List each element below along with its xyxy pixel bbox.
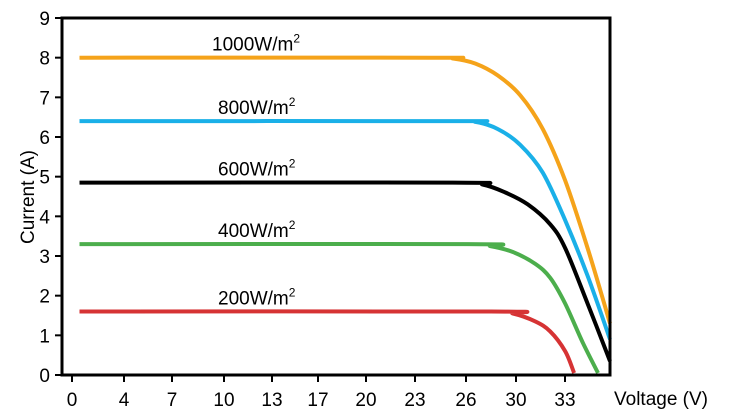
y-tick-label: 9 (39, 9, 50, 30)
y-tick-label: 1 (39, 326, 50, 347)
x-tick-label: 17 (307, 390, 328, 411)
series-label-3: 400W/m2 (218, 218, 296, 242)
x-tick-label: 4 (119, 390, 130, 411)
series-label-2: 600W/m2 (218, 157, 296, 181)
y-tick-label: 6 (39, 128, 50, 149)
x-tick-label: 20 (355, 390, 376, 411)
y-tick-label: 8 (39, 49, 50, 70)
series-label-1: 800W/m2 (218, 95, 296, 119)
plot-frame (60, 16, 612, 377)
series-line-3 (79, 241, 600, 374)
series-label-0: 1000W/m2 (212, 32, 300, 56)
x-tick-label: 10 (213, 390, 234, 411)
x-tick-label: 13 (261, 390, 282, 411)
x-tick-label: 7 (167, 390, 178, 411)
x-tick-label: 30 (505, 390, 526, 411)
y-tick-label: 2 (39, 287, 50, 308)
y-tick-label: 4 (39, 207, 50, 228)
series-layer (79, 55, 612, 374)
y-tick-label: 5 (39, 168, 50, 189)
x-tick-label: 0 (67, 390, 78, 411)
y-tick-label: 3 (39, 247, 50, 268)
x-tick-label: 26 (455, 390, 476, 411)
y-tick-label: 7 (39, 88, 50, 109)
series-line-4 (79, 309, 576, 374)
x-tick-label: 23 (404, 390, 425, 411)
y-axis-label: Current (A) (18, 150, 39, 244)
x-tick-label: 33 (554, 390, 575, 411)
series-line-1 (79, 119, 612, 340)
series-label-4: 200W/m2 (218, 286, 296, 310)
series-labels: 1000W/m2 800W/m2 600W/m2 400W/m2 200W/m2 (212, 32, 300, 310)
x-axis-label: Voltage (V) (614, 389, 708, 410)
series-line-0 (79, 55, 612, 324)
y-tick-label: 0 (39, 366, 50, 387)
series-line-2 (79, 180, 612, 362)
